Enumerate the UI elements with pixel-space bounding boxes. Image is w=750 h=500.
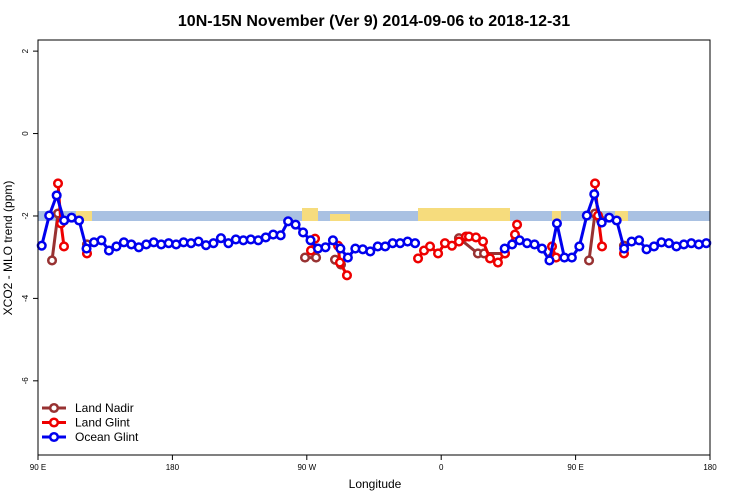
- data-point: [453, 236, 465, 247]
- data-point: [484, 253, 496, 264]
- x-tick-label: 90 E: [30, 463, 46, 472]
- data-point: [103, 245, 114, 256]
- data-point: [583, 255, 595, 266]
- data-point: [433, 248, 444, 259]
- data-point: [410, 238, 421, 249]
- data-point: [507, 239, 518, 250]
- data-point: [589, 189, 600, 200]
- legend-marker: [48, 431, 60, 443]
- data-point: [619, 243, 630, 254]
- x-axis-label: Longitude: [349, 477, 402, 491]
- data-point: [96, 235, 107, 246]
- legend-label: Land Glint: [75, 416, 130, 430]
- data-point: [544, 255, 555, 266]
- data-point: [298, 227, 309, 238]
- data-point: [499, 243, 510, 254]
- data-point: [334, 257, 346, 268]
- data-point: [536, 243, 548, 254]
- y-tick-label: 2: [21, 48, 30, 53]
- data-point: [596, 217, 607, 228]
- data-point: [81, 243, 92, 254]
- legend-marker: [48, 402, 60, 414]
- land-band: [330, 214, 350, 221]
- y-tick-label: -6: [21, 377, 30, 385]
- data-point: [341, 270, 353, 281]
- data-point: [335, 243, 346, 254]
- data-point: [208, 238, 219, 249]
- data-point: [36, 240, 47, 251]
- data-point: [320, 242, 331, 253]
- data-point: [299, 252, 311, 263]
- chart-title: 10N-15N November (Ver 9) 2014-09-06 to 2…: [178, 13, 570, 30]
- data-point: [44, 210, 55, 221]
- data-point: [648, 241, 660, 252]
- y-axis-label: XCO2 - MLO trend (ppm): [1, 181, 15, 316]
- x-tick-label: 180: [166, 463, 180, 472]
- data-point: [413, 253, 424, 264]
- data-point: [46, 255, 58, 266]
- data-point: [470, 232, 482, 243]
- data-point: [581, 210, 592, 221]
- data-point: [701, 238, 712, 249]
- legend-label: Ocean Glint: [75, 430, 139, 444]
- data-point: [634, 235, 645, 246]
- land-band: [552, 211, 561, 221]
- data-point: [305, 235, 316, 246]
- data-point: [52, 178, 64, 189]
- data-point: [477, 236, 489, 247]
- data-point: [492, 257, 503, 268]
- data-point: [74, 215, 85, 226]
- x-tick-label: 90 W: [297, 463, 316, 472]
- land-band: [76, 211, 92, 221]
- land-band: [615, 211, 628, 221]
- data-point: [215, 233, 226, 244]
- y-tick-label: -4: [21, 294, 30, 302]
- data-point: [479, 248, 490, 259]
- plot-frame: [37, 39, 711, 456]
- data-point: [51, 190, 62, 201]
- data-point: [111, 241, 122, 252]
- x-tick-label: 0: [439, 463, 444, 472]
- land-band: [302, 208, 318, 221]
- data-point: [574, 241, 585, 252]
- x-tick-label: 180: [703, 463, 717, 472]
- plot-area: [36, 178, 712, 281]
- data-point: [342, 252, 353, 263]
- y-tick-label: -2: [21, 212, 30, 220]
- data-point: [193, 236, 204, 247]
- data-point: [446, 240, 458, 251]
- data-point: [311, 252, 322, 263]
- x-tick-label: 90 E: [567, 463, 583, 472]
- data-point: [589, 178, 601, 189]
- data-point: [223, 238, 234, 249]
- data-point: [58, 241, 70, 252]
- background-band: [38, 208, 710, 221]
- data-point: [275, 230, 286, 241]
- data-point: [529, 239, 540, 250]
- data-point: [290, 219, 301, 230]
- ocean-band: [38, 211, 710, 221]
- land-band: [418, 208, 510, 221]
- data-point: [566, 252, 577, 263]
- data-point: [365, 246, 376, 257]
- data-point: [551, 218, 562, 229]
- data-point: [611, 215, 622, 226]
- legend-label: Land Nadir: [75, 401, 134, 415]
- data-point: [596, 241, 608, 252]
- y-tick-label: 0: [21, 131, 30, 136]
- data-point: [424, 241, 436, 252]
- legend-marker: [48, 417, 60, 428]
- data-point: [327, 235, 338, 246]
- data-point: [512, 219, 523, 230]
